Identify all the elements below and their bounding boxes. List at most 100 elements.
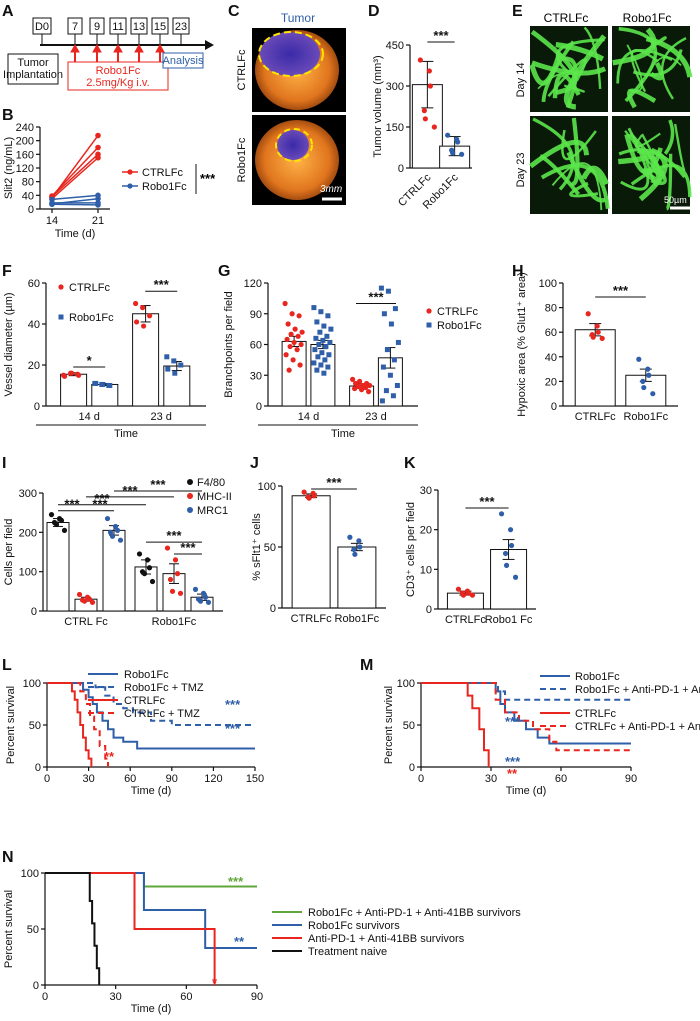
survival-curve [45, 872, 216, 985]
y-tick-label: 50 [27, 924, 39, 936]
survival-curve [45, 872, 257, 888]
sig-label: *** [64, 497, 80, 512]
data-point [112, 523, 119, 530]
x-tick-label: Robo1 Fc [485, 614, 533, 626]
data-point [387, 372, 393, 378]
y-tick-label: 90 [250, 309, 262, 321]
x-tick-label: 0 [418, 773, 424, 785]
data-point [200, 590, 207, 596]
panel-e-vessel-images: CTRLFc Robo1Fc Day 14 Day 23 50µm [515, 11, 693, 214]
data-point [328, 326, 334, 332]
data-point [319, 350, 325, 356]
data-point [599, 335, 605, 341]
x-axis-label: Time (d) [55, 228, 96, 240]
vessel-branch [529, 52, 563, 86]
x-axis-label: Time (d) [131, 785, 172, 797]
sig-label: *** [180, 540, 196, 555]
data-point [306, 495, 312, 501]
sig-label: *** [479, 494, 495, 509]
data-point [149, 578, 156, 585]
y-tick-label: 20 [545, 376, 557, 388]
day-label: 15 [154, 21, 166, 33]
bar [46, 522, 70, 612]
chart-g: 0 30 60 90 120 Branchpoints per field 14 d 23 d… [223, 278, 482, 440]
legend-label: CTRLFc [142, 167, 183, 179]
legend-marker [187, 479, 193, 485]
vessel-branch [616, 49, 673, 84]
data-point [53, 521, 60, 528]
y-tick-label: 200 [19, 527, 37, 539]
data-point [352, 385, 358, 392]
data-point [95, 202, 101, 208]
data-point [590, 334, 596, 340]
panel-letter-h: H [512, 263, 524, 280]
data-point [395, 339, 401, 345]
panel-letter-g: G [218, 263, 230, 280]
data-point [134, 319, 140, 325]
data-point [136, 551, 143, 557]
data-point [512, 574, 519, 580]
data-point [502, 550, 509, 557]
data-point [133, 300, 139, 307]
data-point [645, 366, 651, 372]
legend-label: Anti-PD-1 + Anti-41BB survivors [308, 933, 465, 945]
data-point [379, 398, 385, 404]
sig-label: ** [507, 766, 518, 781]
data-point [140, 305, 146, 311]
vessel-branch [618, 26, 658, 103]
data-point [298, 341, 304, 348]
vessel-branch [541, 40, 575, 102]
data-point [100, 381, 106, 387]
data-point [172, 370, 178, 376]
data-point [445, 132, 451, 138]
data-point [289, 311, 295, 317]
day-label: D0 [35, 21, 49, 33]
y-tick-label: 100 [397, 678, 415, 690]
data-point [318, 309, 324, 315]
data-point [327, 339, 333, 345]
panel-letter-d: D [368, 3, 380, 20]
vessel-image [612, 26, 693, 112]
legend-label: CTRLFc [124, 695, 165, 707]
vessel-branch [627, 88, 657, 109]
chart-f: 0 20 40 60 Vessel diameter (µm) 14 d 23 d Time *… [3, 277, 206, 440]
data-point [350, 376, 356, 382]
y-tick-label: 100 [19, 567, 37, 579]
y-tick-label: 40 [28, 319, 40, 331]
data-point [378, 285, 384, 291]
panel-letters: A B C D E F G H I J K L M N [2, 3, 524, 866]
data-point [450, 150, 456, 156]
data-point [141, 323, 147, 329]
panel-letter-b: B [2, 107, 14, 124]
data-point [165, 366, 171, 372]
sig-label: *** [150, 477, 166, 492]
series-line [51, 157, 99, 200]
day-label: 11 [112, 21, 123, 33]
vessel-branch [660, 37, 687, 100]
data-point [314, 319, 320, 325]
data-point [507, 527, 514, 533]
y-axis-label: Percent survival [383, 686, 395, 764]
x-tick-label: CTRLFc [291, 613, 332, 625]
data-point [325, 364, 331, 370]
survival-curve [47, 682, 110, 767]
data-point [321, 323, 327, 329]
y-tick-label: 150 [386, 122, 404, 134]
y-axis-label: Slit2 (ng/mL) [3, 137, 15, 199]
analysis-box [162, 52, 204, 69]
data-point [646, 372, 652, 378]
data-point [314, 367, 320, 373]
data-point [311, 360, 317, 366]
y-tick-label: 30 [420, 485, 432, 497]
vessel-branch [531, 60, 607, 76]
chart-h: 0 20 40 60 80 100 Hypoxic area (% Glut1⁺ area)… [516, 272, 678, 423]
data-point [295, 333, 301, 339]
sig-label: ** [104, 749, 115, 764]
data-point [297, 362, 303, 368]
data-point [380, 364, 386, 370]
data-point [650, 391, 656, 397]
y-tick-label: 80 [22, 177, 34, 189]
data-point [585, 311, 591, 317]
data-point [147, 313, 153, 319]
y-tick-label: 30 [250, 370, 262, 382]
